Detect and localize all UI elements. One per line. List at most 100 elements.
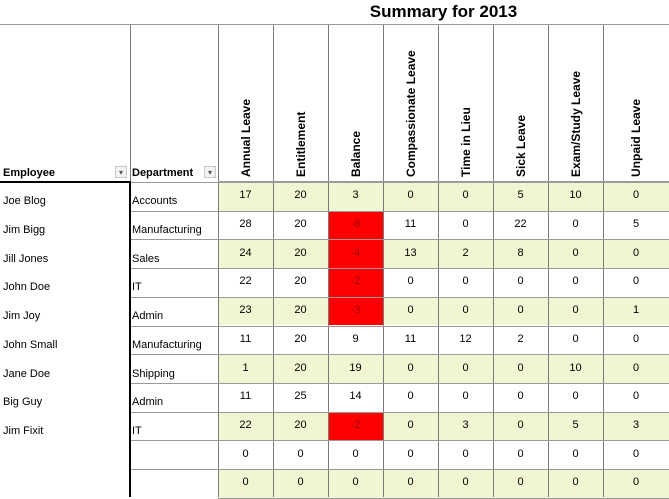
department-cell[interactable]: Manufacturing (132, 224, 202, 237)
leave-value-cell[interactable]: 0 (632, 447, 640, 460)
employee-header[interactable]: Employee (3, 167, 55, 179)
leave-value-cell[interactable]: 0 (632, 246, 640, 259)
leave-value-cell[interactable]: 2 (517, 332, 524, 345)
leave-value-cell[interactable]: 3 (632, 418, 640, 431)
department-cell[interactable]: IT (132, 281, 142, 294)
leave-value-cell[interactable]: 11 (404, 332, 417, 345)
leave-value-cell[interactable]: 20 (294, 418, 307, 431)
leave-value-cell[interactable]: 24 (239, 246, 252, 259)
leave-value-cell[interactable]: 5 (632, 218, 640, 231)
leave-value-cell[interactable]: 20 (294, 218, 307, 231)
department-cell[interactable]: Shipping (132, 367, 175, 380)
leave-value-cell[interactable]: 20 (294, 332, 307, 345)
leave-value-cell[interactable]: 3 (462, 418, 469, 431)
department-filter-dropdown-icon[interactable]: ▾ (204, 166, 216, 178)
leave-value-cell[interactable]: 13 (404, 246, 417, 259)
leave-value-cell[interactable]: 0 (632, 390, 640, 403)
leave-value-cell[interactable]: -2 (350, 275, 361, 288)
leave-value-cell[interactable]: 22 (239, 275, 252, 288)
employee-cell[interactable]: Jane Doe (3, 367, 51, 380)
leave-value-cell[interactable]: 0 (407, 418, 414, 431)
leave-value-cell[interactable]: 0 (517, 390, 524, 403)
leave-value-cell[interactable]: 0 (632, 361, 640, 374)
employee-cell[interactable]: Jim Bigg (3, 224, 46, 237)
leave-value-cell[interactable]: 23 (239, 304, 252, 317)
department-cell[interactable]: Admin (132, 396, 164, 409)
department-cell[interactable]: Manufacturing (132, 338, 202, 351)
leave-value-cell[interactable]: 9 (352, 332, 359, 345)
department-cell[interactable]: Admin (132, 310, 164, 323)
leave-value-cell[interactable]: 0 (632, 476, 640, 489)
leave-value-cell[interactable]: 0 (352, 447, 359, 460)
department-cell[interactable]: Sales (132, 252, 160, 265)
leave-value-cell[interactable]: 0 (572, 332, 579, 345)
leave-value-cell[interactable]: 17 (239, 189, 252, 202)
employee-filter-dropdown-icon[interactable]: ▾ (115, 166, 127, 178)
leave-value-cell[interactable]: 0 (572, 304, 579, 317)
leave-value-cell[interactable]: 0 (517, 447, 524, 460)
department-cell[interactable]: Accounts (132, 195, 178, 208)
leave-value-cell[interactable]: 19 (349, 361, 362, 374)
leave-value-cell[interactable]: -8 (350, 218, 361, 231)
leave-value-cell[interactable]: 0 (462, 390, 469, 403)
leave-value-cell[interactable]: 0 (462, 447, 469, 460)
employee-cell[interactable]: John Small (3, 338, 58, 351)
leave-value-cell[interactable]: 22 (514, 218, 527, 231)
leave-value-cell[interactable]: 20 (294, 275, 307, 288)
leave-value-cell[interactable]: 11 (239, 390, 252, 403)
leave-value-cell[interactable]: 0 (242, 447, 249, 460)
leave-value-cell[interactable]: 0 (407, 447, 414, 460)
leave-value-cell[interactable]: 20 (294, 189, 307, 202)
employee-cell[interactable]: Big Guy (3, 396, 43, 409)
leave-value-cell[interactable]: 10 (569, 361, 582, 374)
leave-value-cell[interactable]: 0 (517, 275, 524, 288)
leave-value-cell[interactable]: 25 (294, 390, 307, 403)
department-header[interactable]: Department (132, 167, 194, 179)
employee-cell[interactable]: Jim Fixit (3, 424, 44, 437)
leave-value-cell[interactable]: 0 (517, 476, 524, 489)
leave-column-header[interactable]: Exam/Study Leave (568, 70, 583, 177)
leave-value-cell[interactable]: 0 (572, 476, 579, 489)
leave-value-cell[interactable]: 0 (407, 304, 414, 317)
leave-value-cell[interactable]: 28 (239, 218, 252, 231)
employee-cell[interactable]: Jill Jones (3, 252, 49, 265)
leave-value-cell[interactable]: 0 (407, 361, 414, 374)
leave-value-cell[interactable]: 20 (294, 246, 307, 259)
leave-column-header[interactable]: Balance (348, 130, 363, 177)
leave-value-cell[interactable]: 0 (572, 275, 579, 288)
leave-value-cell[interactable]: 0 (572, 246, 579, 259)
department-cell[interactable]: IT (132, 424, 142, 437)
leave-value-cell[interactable]: 0 (632, 189, 640, 202)
leave-value-cell[interactable]: 0 (297, 447, 304, 460)
leave-value-cell[interactable]: 0 (462, 218, 469, 231)
employee-cell[interactable]: Jim Joy (3, 310, 41, 323)
leave-value-cell[interactable]: 12 (459, 332, 472, 345)
employee-cell[interactable]: John Doe (3, 281, 51, 294)
leave-value-cell[interactable]: 8 (517, 246, 524, 259)
employee-cell[interactable]: Joe Blog (3, 195, 46, 208)
leave-value-cell[interactable]: 0 (407, 476, 414, 489)
leave-value-cell[interactable]: 11 (404, 218, 417, 231)
leave-value-cell[interactable]: 10 (569, 189, 582, 202)
leave-value-cell[interactable]: 0 (517, 304, 524, 317)
leave-value-cell[interactable]: 5 (517, 189, 524, 202)
leave-value-cell[interactable]: 0 (572, 447, 579, 460)
leave-value-cell[interactable]: 0 (572, 218, 579, 231)
leave-value-cell[interactable]: 11 (239, 332, 252, 345)
leave-value-cell[interactable]: 0 (632, 275, 640, 288)
leave-value-cell[interactable]: 0 (462, 189, 469, 202)
leave-value-cell[interactable]: 0 (407, 390, 414, 403)
leave-value-cell[interactable]: 0 (462, 476, 469, 489)
leave-value-cell[interactable]: 0 (407, 275, 414, 288)
leave-value-cell[interactable]: 20 (294, 304, 307, 317)
leave-value-cell[interactable]: 0 (517, 418, 524, 431)
leave-value-cell[interactable]: 0 (462, 361, 469, 374)
leave-column-header[interactable]: Entitlement (293, 111, 308, 177)
leave-value-cell[interactable]: 20 (294, 361, 307, 374)
leave-value-cell[interactable]: 0 (407, 189, 414, 202)
leave-value-cell[interactable]: 0 (517, 361, 524, 374)
leave-value-cell[interactable]: -3 (350, 304, 361, 317)
leave-column-header[interactable]: Compassionate Leave (403, 50, 418, 177)
leave-value-cell[interactable]: 0 (572, 390, 579, 403)
leave-value-cell[interactable]: 0 (242, 476, 249, 489)
